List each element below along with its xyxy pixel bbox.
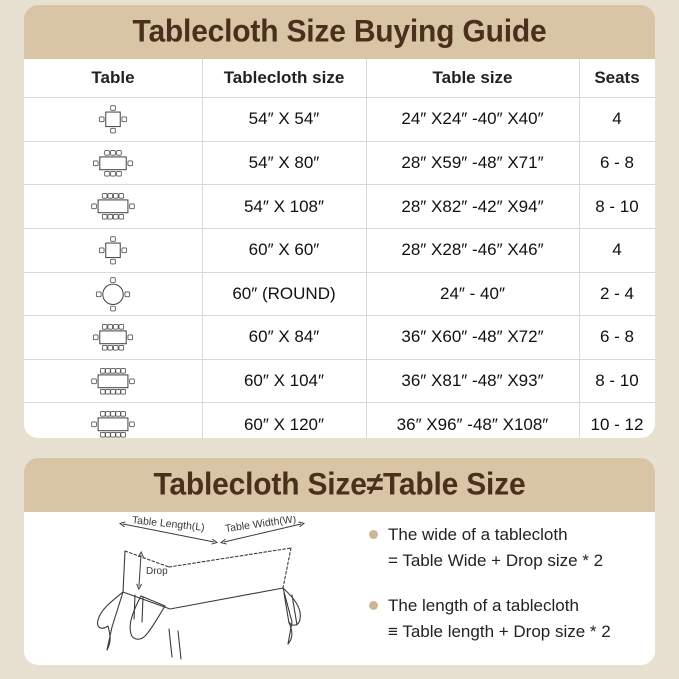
svg-text:Drop: Drop bbox=[146, 566, 168, 577]
svg-text:Table Width(W): Table Width(W) bbox=[224, 516, 297, 535]
svg-text:Table Length(L): Table Length(L) bbox=[131, 516, 205, 534]
